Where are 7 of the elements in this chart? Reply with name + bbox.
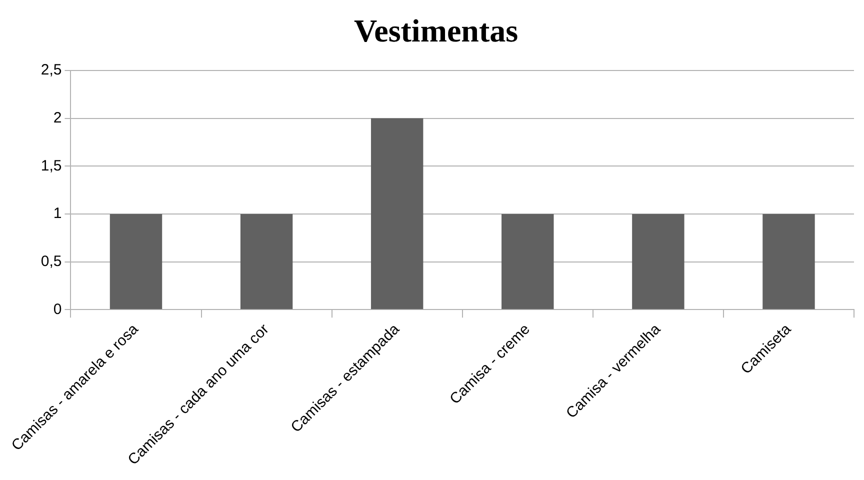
y-tick-label: 1,5 (40, 157, 62, 174)
y-tick-label: 1 (53, 205, 62, 222)
y-tick-label: 2,5 (40, 62, 62, 79)
y-tick-label: 0,5 (40, 252, 62, 270)
y-tick-label: 2 (53, 109, 62, 126)
chart-title: Vestimentas (354, 12, 518, 48)
y-tick-label: 0 (53, 300, 62, 318)
